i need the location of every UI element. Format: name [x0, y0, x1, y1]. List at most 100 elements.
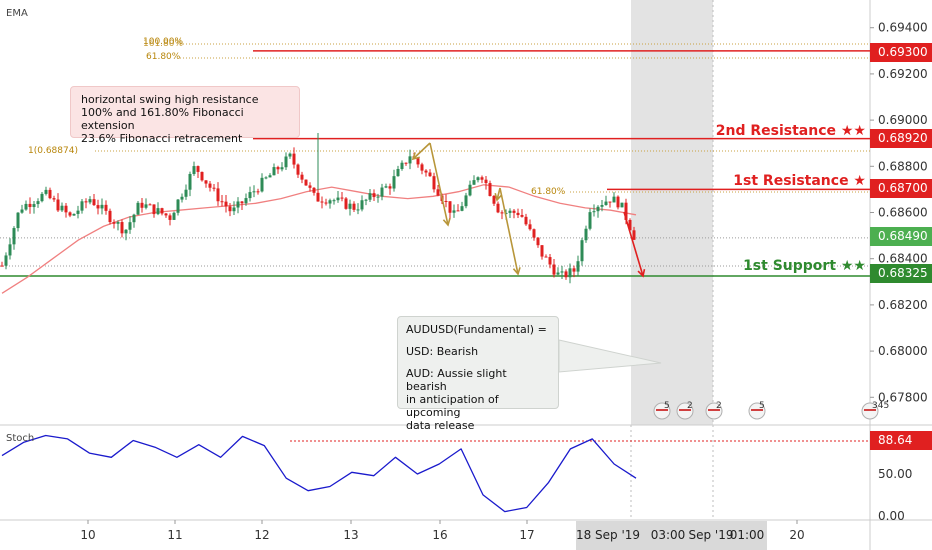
candle-body: [568, 268, 572, 278]
candle-body: [580, 240, 584, 262]
candle-body: [364, 199, 368, 201]
candle-body: [240, 201, 244, 204]
candle-body: [120, 222, 124, 234]
price-tick-label: 0.68600: [878, 206, 928, 220]
candle-body: [284, 156, 288, 168]
candle-body: [164, 213, 168, 216]
price-tick-label: 0.67800: [878, 390, 928, 404]
candle-body: [324, 202, 328, 204]
swing-high-annotation: horizontal swing high resistance 100% an…: [70, 86, 300, 145]
candle-body: [348, 203, 352, 209]
candle-body: [620, 202, 624, 208]
candle-body: [604, 201, 608, 206]
candle-body: [112, 222, 116, 224]
candle-body: [388, 186, 392, 189]
price-tick-label: 0.68000: [878, 344, 928, 358]
candle-body: [472, 180, 476, 185]
bearish-arrow: [623, 211, 644, 277]
ema-indicator-label: EMA: [6, 8, 28, 19]
candle-body: [148, 204, 152, 206]
first-resistance-price-tag: 0.68700: [870, 179, 932, 198]
candle-body: [340, 197, 344, 199]
candle-body: [152, 204, 156, 215]
fib-arrow: [499, 187, 519, 275]
candle-body: [316, 192, 320, 202]
time-highlight: [576, 521, 767, 550]
candle-body: [156, 208, 160, 215]
candle-body: [76, 210, 80, 214]
candle-body: [252, 191, 256, 193]
candle-body: [172, 212, 176, 220]
event-flag-icon: [864, 409, 876, 411]
candle-body: [612, 196, 616, 203]
candle-body: [572, 268, 576, 272]
second-resistance-label: 2nd Resistance ★★: [715, 123, 866, 139]
candle-body: [556, 272, 560, 275]
event-count: 2: [716, 401, 722, 411]
event-flag-icon: [751, 409, 763, 411]
candle-body: [552, 264, 556, 275]
candle-body: [564, 271, 568, 278]
candle-body: [60, 205, 64, 211]
time-tick-label: 20: [789, 528, 804, 542]
candle-body: [476, 177, 480, 181]
fib-label-161: 161.80%: [143, 39, 184, 49]
second-resistance-price-tag: 0.68920: [870, 129, 932, 148]
candle-body: [468, 184, 472, 196]
event-count: 2: [687, 401, 693, 411]
candle-body: [404, 162, 408, 164]
annotation-line: 100% and 161.80% Fibonacci extension: [81, 106, 244, 132]
candle-body: [448, 201, 452, 213]
candle-body: [236, 201, 240, 208]
stoch-line: [1, 434, 637, 513]
time-tick-label: 16: [432, 528, 447, 542]
candle-body: [500, 212, 504, 214]
candle-body: [248, 192, 252, 199]
candle-body: [524, 216, 528, 225]
candle-body: [176, 199, 180, 213]
candle-body: [480, 177, 484, 180]
candle-body: [452, 210, 456, 213]
candle-body: [588, 212, 592, 229]
candle-body: [88, 199, 92, 203]
candle-body: [328, 200, 332, 204]
event-count: 345: [872, 401, 889, 411]
candle-body: [332, 200, 336, 202]
time-tick-label: 13: [343, 528, 358, 542]
candle-body: [432, 176, 436, 190]
candle-body: [192, 166, 196, 174]
candle-body: [420, 164, 424, 171]
candle-body: [428, 172, 432, 177]
candle-body: [376, 196, 380, 198]
candle-body: [92, 199, 96, 206]
time-tick-label: 17: [519, 528, 534, 542]
candle-body: [28, 203, 32, 208]
candle-body: [600, 205, 604, 207]
candle-body: [540, 245, 544, 257]
bearish-arrow-head: [637, 268, 646, 278]
price-tick-label: 0.68200: [878, 298, 928, 312]
candle-body: [256, 191, 260, 193]
candle-body: [232, 207, 236, 212]
candle-body: [144, 204, 148, 208]
fib-arrow: [412, 142, 431, 160]
event-flag-icon: [708, 409, 720, 411]
candle-body: [516, 212, 520, 216]
time-highlight-label: 03:00: [651, 528, 686, 542]
price-tick-label: 0.68400: [878, 252, 928, 266]
candle-body: [136, 202, 140, 215]
candle-body: [548, 257, 552, 265]
event-count: 5: [759, 401, 765, 411]
candle-body: [196, 166, 200, 172]
candle-body: [200, 171, 204, 181]
candle-body: [52, 198, 56, 200]
candle-body: [56, 199, 60, 211]
fib-label-61-top: 61.80%: [146, 52, 181, 62]
first-support-label: 1st Support ★★: [743, 258, 866, 274]
candle-body: [352, 203, 356, 210]
candle-body: [584, 228, 588, 241]
candle-body: [560, 271, 564, 273]
time-tick-label: 10: [80, 528, 95, 542]
candle-body: [492, 195, 496, 204]
